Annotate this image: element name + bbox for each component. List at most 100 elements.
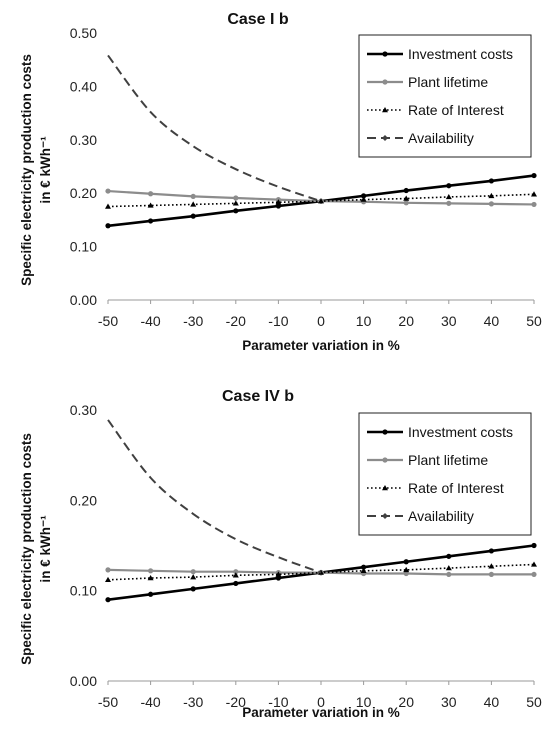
legend-label-plant-lifetime: Plant lifetime bbox=[408, 74, 488, 90]
investment-costs-marker bbox=[105, 223, 111, 229]
rate-of-interest-marker bbox=[275, 571, 282, 577]
x-tick-label: -10 bbox=[268, 694, 288, 710]
legend-label-availability: Availability bbox=[408, 130, 474, 146]
x-tick-label: 10 bbox=[356, 313, 372, 329]
plant-lifetime-marker bbox=[531, 201, 537, 208]
legend-box bbox=[358, 34, 532, 158]
y-tick-label: 0.00 bbox=[70, 673, 97, 689]
x-tick-label: -20 bbox=[226, 694, 246, 710]
x-tick-label: -50 bbox=[98, 694, 118, 710]
plant-lifetime-marker bbox=[488, 571, 494, 578]
plant-lifetime-marker bbox=[488, 201, 494, 207]
plant-lifetime-marker bbox=[105, 188, 111, 194]
plant-lifetime-marker bbox=[105, 567, 111, 573]
x-tick-label: -50 bbox=[98, 313, 118, 329]
plant-lifetime-marker bbox=[403, 570, 409, 577]
investment-costs-marker bbox=[361, 193, 367, 199]
y-tick-label: 0.10 bbox=[70, 583, 97, 599]
x-axis-label: Parameter variation in % bbox=[242, 705, 400, 720]
x-tick-label: 40 bbox=[484, 313, 500, 329]
plant-lifetime-marker bbox=[233, 195, 239, 201]
chart-title: Case I b bbox=[227, 11, 289, 28]
rate-of-interest-marker bbox=[360, 196, 367, 202]
investment-costs-marker bbox=[148, 591, 154, 597]
rate-of-interest-marker bbox=[403, 195, 410, 201]
rate-of-interest-marker bbox=[275, 199, 282, 205]
x-tick-label: 0 bbox=[317, 694, 325, 710]
legend-plant-lifetime-marker bbox=[382, 79, 388, 85]
investment-costs-marker bbox=[275, 203, 281, 209]
investment-costs-marker bbox=[446, 183, 452, 189]
legend-investment-costs-marker bbox=[382, 51, 388, 57]
rate-of-interest-marker bbox=[147, 575, 154, 581]
legend-label-availability: Availability bbox=[408, 508, 474, 524]
y-tick-label: 0.50 bbox=[70, 25, 97, 41]
investment-costs-marker bbox=[233, 580, 239, 587]
legend-investment-costs-marker bbox=[382, 429, 388, 435]
y-tick-label: 0.20 bbox=[70, 492, 97, 508]
x-tick-label: -20 bbox=[226, 313, 246, 329]
plant-lifetime-marker bbox=[190, 193, 196, 200]
x-tick-label: 30 bbox=[441, 694, 457, 710]
rate-of-interest-marker bbox=[488, 192, 495, 199]
x-tick-label: 10 bbox=[356, 694, 372, 710]
legend-label-investment-costs: Investment costs bbox=[408, 424, 513, 440]
rate-of-interest-marker bbox=[445, 193, 452, 200]
y-axis-label-line-2: in € kWh⁻¹ bbox=[38, 515, 53, 583]
rate-of-interest-marker bbox=[445, 565, 452, 571]
availability-line bbox=[107, 419, 322, 574]
rate-of-interest-marker bbox=[403, 566, 410, 573]
plant-lifetime-marker bbox=[190, 569, 196, 575]
y-axis-label-line-1: Specific electricity production costs bbox=[19, 54, 34, 286]
x-tick-label: 40 bbox=[484, 694, 500, 710]
rate-of-interest-marker bbox=[232, 200, 239, 206]
legend-label-plant-lifetime: Plant lifetime bbox=[408, 452, 488, 468]
plant-lifetime-marker bbox=[148, 568, 154, 574]
chart-svg-case-i-b: Case I b Specific electricity production… bbox=[19, 11, 542, 353]
y-tick-label: 0.30 bbox=[70, 132, 97, 148]
rate-of-interest-marker bbox=[318, 198, 324, 204]
legend-label-rate-of-interest: Rate of Interest bbox=[408, 102, 504, 118]
legend-availability-marker bbox=[382, 513, 388, 519]
investment-costs-marker bbox=[531, 172, 537, 179]
x-tick-label: 20 bbox=[398, 694, 414, 710]
investment-costs-marker bbox=[275, 575, 281, 581]
y-axis-label-line-1: Specific electricity production costs bbox=[19, 433, 34, 665]
chart-svg-case-iv-b: Case IV b Specific electricity productio… bbox=[19, 388, 542, 720]
rate-of-interest-marker bbox=[531, 561, 537, 567]
legend-rate-of-interest-marker bbox=[382, 107, 388, 113]
plant-lifetime-marker bbox=[233, 569, 239, 575]
investment-costs-marker bbox=[190, 586, 196, 592]
investment-costs-marker bbox=[488, 178, 494, 184]
x-tick-label: 30 bbox=[441, 313, 457, 329]
rate-of-interest-marker bbox=[232, 572, 239, 578]
investment-costs-marker bbox=[403, 187, 409, 194]
x-tick-label: -40 bbox=[140, 694, 160, 710]
x-tick-label: -10 bbox=[268, 313, 288, 329]
investment-costs-marker bbox=[105, 597, 111, 603]
legend-rate-of-interest-marker bbox=[382, 485, 388, 491]
x-tick-label: -40 bbox=[140, 313, 160, 329]
investment-costs-marker bbox=[403, 559, 409, 565]
rate-of-interest-marker bbox=[488, 563, 495, 569]
rate-of-interest-marker bbox=[531, 191, 537, 197]
y-tick-label: 0.00 bbox=[70, 292, 97, 308]
plant-lifetime-marker bbox=[148, 191, 154, 197]
legend-availability-marker bbox=[382, 135, 388, 141]
rate-of-interest-marker bbox=[190, 201, 197, 207]
plant-lifetime-marker bbox=[531, 571, 537, 578]
y-tick-label: 0.30 bbox=[70, 402, 97, 418]
rate-of-interest-marker bbox=[147, 202, 154, 208]
y-axis-label-line-2: in € kWh⁻¹ bbox=[38, 136, 53, 204]
rate-of-interest-marker bbox=[360, 567, 367, 573]
investment-costs-marker bbox=[148, 218, 154, 224]
x-tick-label: 0 bbox=[317, 313, 325, 329]
investment-costs-marker bbox=[446, 553, 452, 559]
y-tick-label: 0.20 bbox=[70, 185, 97, 201]
rate-of-interest-marker bbox=[105, 576, 111, 583]
legend-box bbox=[358, 412, 532, 536]
y-tick-label: 0.10 bbox=[70, 239, 97, 255]
plant-lifetime-marker bbox=[446, 200, 452, 206]
x-axis-label: Parameter variation in % bbox=[242, 338, 400, 353]
rate-of-interest-marker bbox=[190, 574, 197, 580]
